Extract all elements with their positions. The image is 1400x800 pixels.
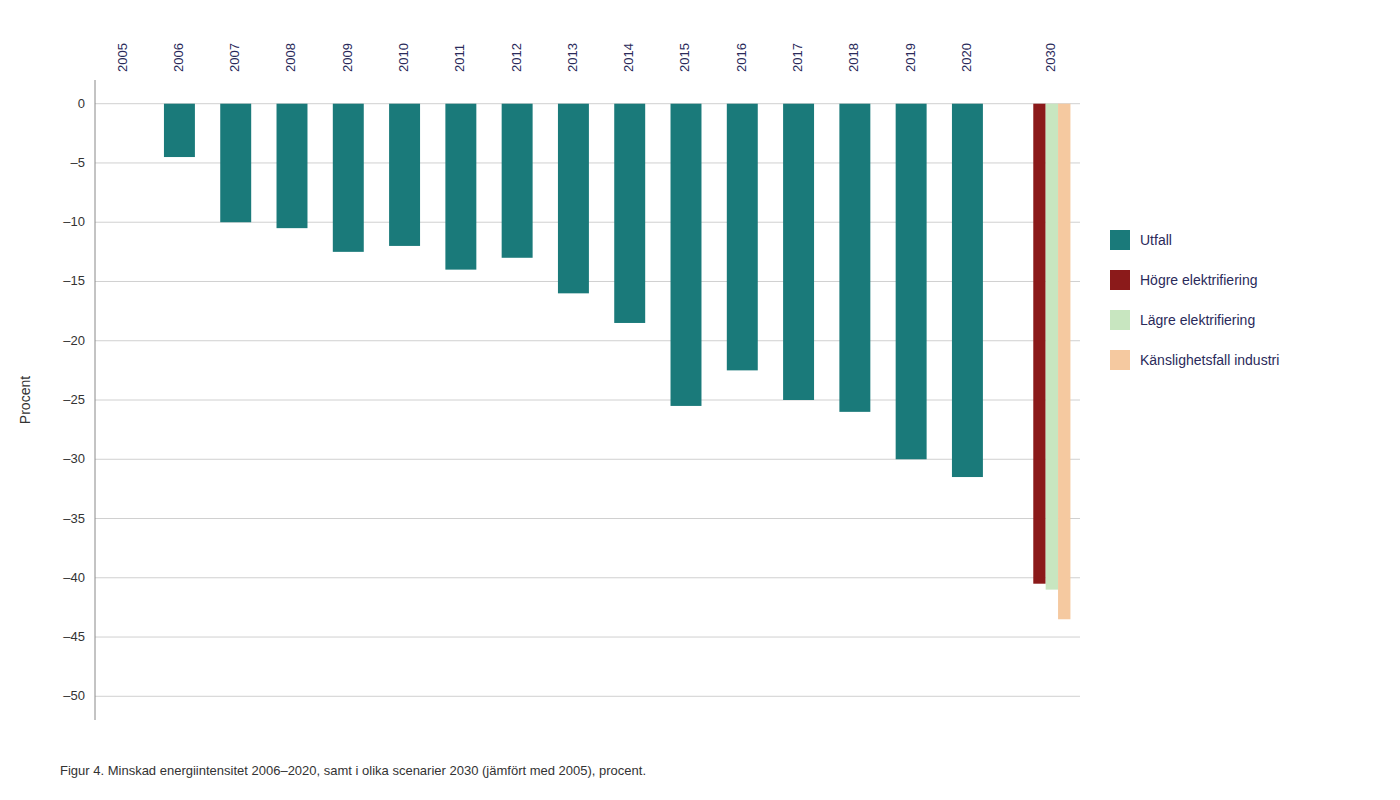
grid [95,104,1080,697]
bar [1046,104,1058,590]
bar [502,104,533,258]
y-tick-label: –35 [63,511,85,526]
y-tick-label: –45 [63,629,85,644]
y-tick-label: –5 [71,155,85,170]
bars [164,104,1070,620]
bar [277,104,308,228]
bar [1058,104,1070,620]
y-tick-label: –25 [63,392,85,407]
bar [220,104,251,223]
x-tick-label: 2010 [396,43,411,72]
x-tick-label: 2013 [565,43,580,72]
legend-label: Lägre elektrifiering [1140,312,1255,328]
grid-line [95,518,1080,519]
bar [164,104,195,157]
grid-line [95,400,1080,401]
x-tick-label: 2014 [621,43,636,72]
bar [108,103,139,104]
x-tick-label: 2020 [959,43,974,72]
x-tick-label: 2019 [903,43,918,72]
y-tick-label: –20 [63,333,85,348]
grid-line [95,459,1080,460]
x-tick-label: 2018 [846,43,861,72]
legend-swatch [1110,270,1130,290]
x-tick-label: 2015 [677,43,692,72]
bar [389,104,420,246]
bar [783,104,814,400]
bar [727,104,758,371]
y-axis-line [95,80,96,720]
bar [614,104,645,323]
y-tick-label: –10 [63,214,85,229]
y-ticks: 0 –5 –10 –15 –20 –25 –30 –35 –40 –45 –50 [63,96,85,704]
x-tick-label: 2006 [171,43,186,72]
y-axis-label: Procent [17,376,33,424]
legend-swatch [1110,310,1130,330]
x-tick-label: 2011 [452,44,467,72]
grid-line [95,696,1080,697]
bar [558,104,589,294]
legend-label: Känslighetsfall industri [1140,352,1279,368]
x-tick-label: 2012 [509,43,524,72]
bar [896,104,927,460]
x-tick-label: 2007 [227,43,242,72]
y-tick-label: –30 [63,451,85,466]
bar [1033,104,1045,584]
bar [333,104,364,252]
grid-line [95,577,1080,578]
legend-swatch [1110,350,1130,370]
chart: 0–5–10–15–20–25–30–35–40–45–502005200620… [0,0,1400,800]
x-tick-label: 2030 [1043,43,1058,72]
bar [445,104,476,270]
y-tick-label: –15 [63,273,85,288]
grid-line [95,637,1080,638]
legend-swatch [1110,230,1130,250]
y-tick-label: 0 [78,96,85,111]
caption: Figur 4. Minskad energiintensitet 2006–2… [60,763,646,778]
grid-line [95,340,1080,341]
y-tick-label: –50 [63,688,85,703]
bar [952,104,983,477]
x-tick-label: 2009 [340,43,355,72]
x-tick-label: 2005 [115,43,130,72]
x-ticks: 2005 2006 2007 2008 2009 2010 2011 2012 2013 2014… [115,43,1059,72]
bar [839,104,870,412]
legend-label: Högre elektrifiering [1140,272,1258,288]
legend-label: Utfall [1140,232,1172,248]
x-tick-label: 2017 [790,43,805,72]
y-tick-label: –40 [63,570,85,585]
legend: Utfall Högre elektrifiering Lägre elektrif… [1110,230,1279,370]
x-tick-label: 2008 [283,43,298,72]
bar [671,104,702,406]
x-tick-label: 2016 [734,43,749,72]
